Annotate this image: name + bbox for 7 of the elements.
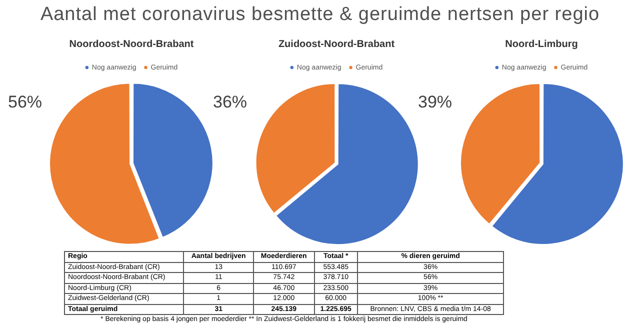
data-label: 39%: [418, 92, 452, 112]
data-label: 56%: [8, 92, 42, 112]
chart-title: Noordoost-Noord-Brabant: [69, 38, 194, 50]
chart-title: Zuidoost-Noord-Brabant: [278, 38, 396, 50]
chart-title: Noord-Limburg: [505, 38, 578, 50]
data-label: 36%: [213, 92, 248, 112]
text: Aantal met coronavirus besmette & geruimde nertsen per regio: [39, 4, 601, 26]
